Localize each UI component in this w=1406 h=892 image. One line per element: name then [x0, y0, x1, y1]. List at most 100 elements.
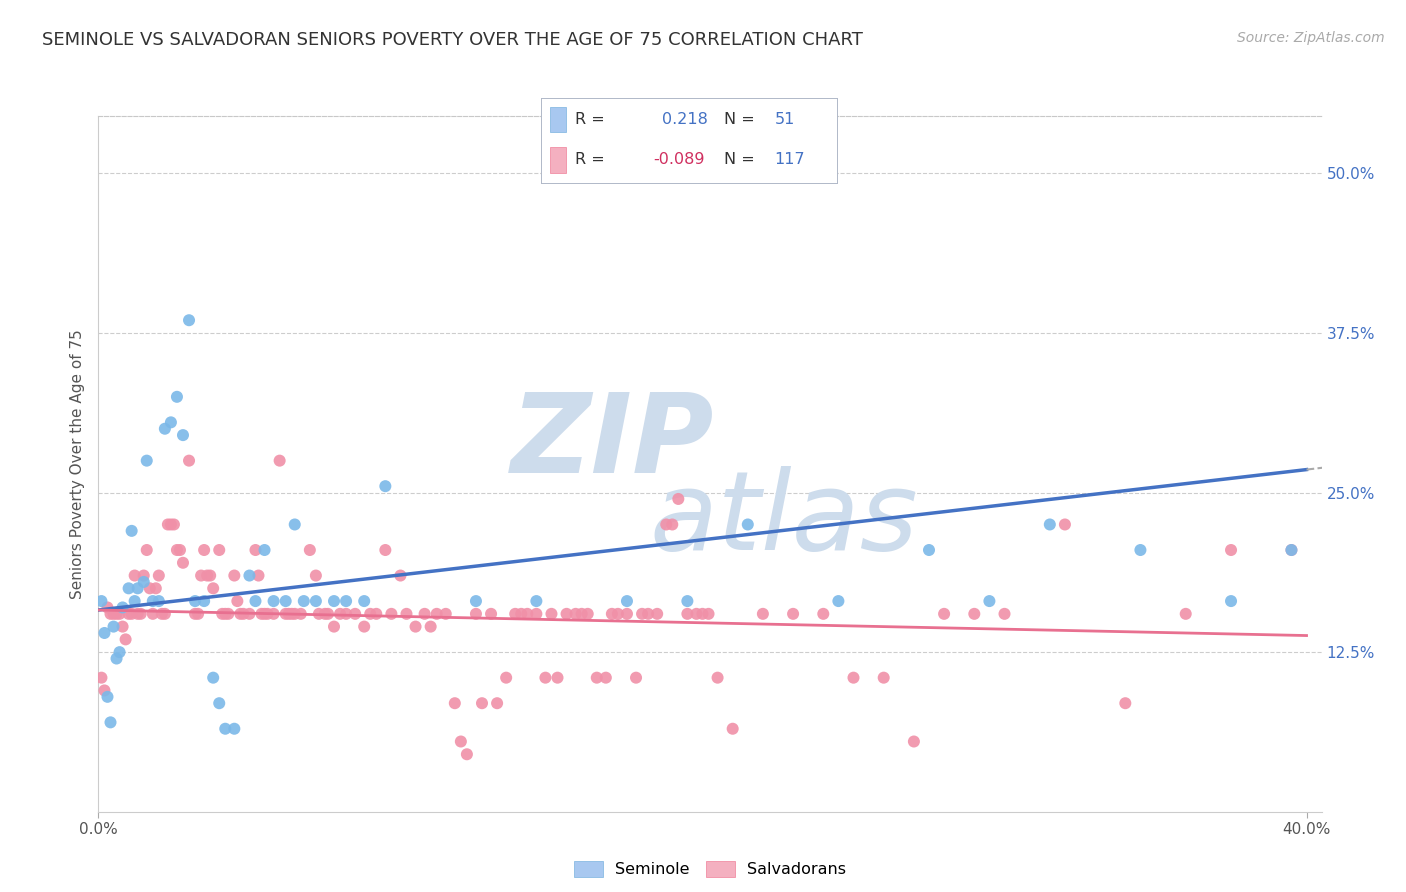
Point	[395, 607, 418, 621]
Point	[135, 543, 157, 558]
Point	[108, 645, 131, 659]
Text: SEMINOLE VS SALVADORAN SENIORS POVERTY OVER THE AGE OF 75 CORRELATION CHART: SEMINOLE VS SALVADORAN SENIORS POVERTY O…	[42, 31, 863, 49]
Point	[96, 690, 118, 704]
Point	[380, 607, 402, 621]
Point	[419, 619, 441, 633]
Point	[963, 607, 986, 621]
Point	[524, 607, 547, 621]
Point	[247, 568, 270, 582]
Point	[456, 747, 478, 762]
Point	[434, 607, 457, 621]
Point	[329, 607, 352, 621]
Point	[238, 568, 260, 582]
Point	[335, 594, 357, 608]
Text: Source: ZipAtlas.com: Source: ZipAtlas.com	[1237, 31, 1385, 45]
Point	[184, 607, 207, 621]
Point	[737, 517, 759, 532]
Point	[600, 607, 623, 621]
Point	[631, 607, 654, 621]
Point	[426, 607, 449, 621]
Point	[655, 517, 678, 532]
Point	[323, 619, 346, 633]
Point	[100, 607, 122, 621]
Text: 51: 51	[775, 112, 794, 127]
Point	[1281, 543, 1303, 558]
Point	[495, 671, 517, 685]
Bar	[550, 106, 567, 132]
Point	[132, 574, 155, 589]
Point	[263, 607, 285, 621]
Point	[993, 607, 1015, 621]
Point	[127, 607, 149, 621]
Text: N =: N =	[724, 153, 755, 168]
Y-axis label: Seniors Poverty Over the Age of 75: Seniors Poverty Over the Age of 75	[70, 329, 86, 599]
Point	[184, 594, 207, 608]
Point	[471, 696, 494, 710]
Point	[148, 568, 170, 582]
Point	[142, 607, 165, 621]
Point	[666, 491, 689, 506]
Point	[238, 607, 260, 621]
Point	[129, 607, 152, 621]
Point	[198, 568, 221, 582]
Point	[606, 607, 628, 621]
Point	[979, 594, 1001, 608]
Point	[842, 671, 865, 685]
Point	[148, 594, 170, 608]
Point	[121, 524, 143, 538]
Point	[224, 568, 246, 582]
Point	[284, 607, 307, 621]
Point	[269, 453, 291, 467]
Point	[229, 607, 252, 621]
Point	[585, 671, 607, 685]
Point	[274, 594, 297, 608]
Point	[253, 543, 276, 558]
Point	[127, 582, 149, 596]
Point	[121, 607, 143, 621]
Point	[314, 607, 336, 621]
Point	[250, 607, 273, 621]
Point	[721, 722, 744, 736]
Point	[353, 594, 375, 608]
Point	[510, 607, 533, 621]
Point	[443, 696, 465, 710]
Point	[316, 607, 339, 621]
Point	[366, 607, 388, 621]
Point	[124, 568, 146, 582]
Point	[873, 671, 896, 685]
Point	[153, 607, 176, 621]
Point	[353, 619, 375, 633]
Point	[1220, 594, 1243, 608]
Point	[163, 517, 186, 532]
Point	[534, 671, 557, 685]
Point	[172, 428, 194, 442]
Point	[1053, 517, 1076, 532]
Point	[827, 594, 849, 608]
Text: 0.218: 0.218	[662, 112, 709, 127]
Point	[571, 607, 593, 621]
Point	[405, 619, 427, 633]
Point	[105, 651, 128, 665]
Point	[202, 582, 225, 596]
Point	[193, 543, 215, 558]
Point	[274, 607, 297, 621]
Point	[479, 607, 502, 621]
Point	[298, 543, 321, 558]
Point	[214, 722, 236, 736]
Point	[516, 607, 538, 621]
Point	[90, 594, 112, 608]
Point	[1281, 543, 1303, 558]
Point	[555, 607, 578, 621]
Point	[752, 607, 775, 621]
Point	[547, 671, 569, 685]
Point	[1174, 607, 1197, 621]
Point	[595, 671, 617, 685]
Point	[685, 607, 707, 621]
Point	[111, 600, 134, 615]
Point	[124, 594, 146, 608]
Point	[465, 607, 488, 621]
Point	[114, 632, 136, 647]
Point	[150, 607, 173, 621]
Point	[280, 607, 302, 621]
Point	[813, 607, 835, 621]
